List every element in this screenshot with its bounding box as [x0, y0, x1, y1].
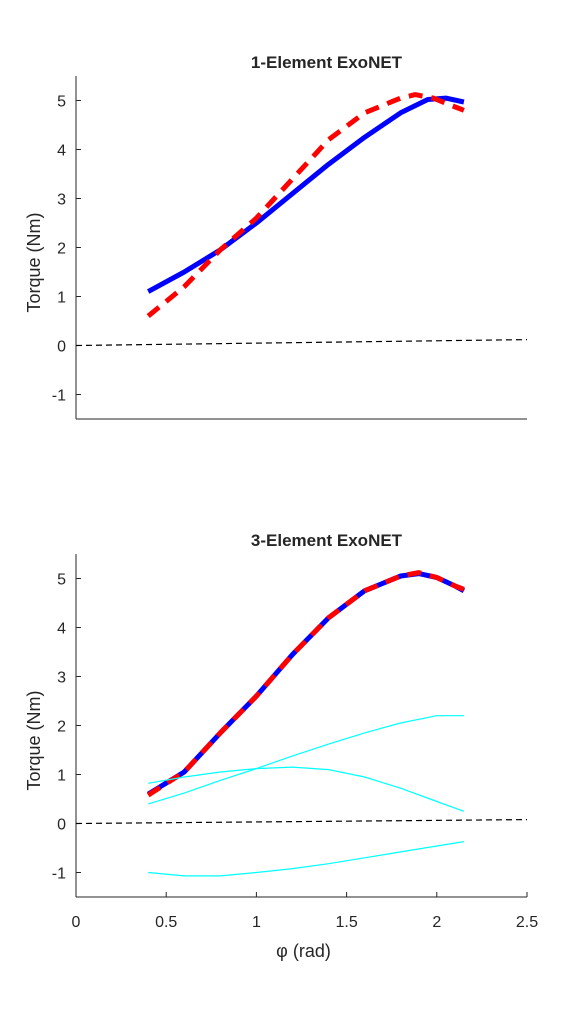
x-tick-label: 1.5	[335, 914, 357, 931]
y-tick-label: 2	[57, 719, 66, 736]
x-tick-label: 0.5	[155, 914, 177, 931]
y-tick-label: 4	[57, 143, 66, 160]
y-tick-label: 4	[57, 621, 66, 638]
y-tick-label: 0	[57, 339, 66, 356]
series-line-3	[148, 715, 464, 805]
y-tick-label: 3	[57, 192, 66, 209]
series-line-5	[148, 841, 464, 877]
y-tick-label: -1	[52, 388, 66, 405]
chart-panel-1: -1 0 1 2 3 4 5 1-Element ExoNET Torque (Nm)	[24, 53, 528, 420]
y-tick-label: 3	[57, 670, 66, 687]
x-tick-label: 2	[432, 914, 441, 931]
y-tick-label: 5	[57, 94, 66, 111]
x-tick-label: 2.5	[516, 914, 538, 931]
y-axis-label: Torque (Nm)	[24, 690, 44, 790]
x-tick-label: 0	[72, 914, 81, 931]
x-tick-label: 1	[252, 914, 261, 931]
series-line-3	[75, 339, 528, 347]
chart-panel-2: -1 0 1 2 3 4 5 0 0.5 1 1.5 2 2.5 3-Element ExoNET Torq…	[24, 531, 538, 961]
chart-title: 1-Element ExoNET	[251, 53, 403, 72]
chart-title: 3-Element ExoNET	[251, 531, 403, 550]
series-line-1	[147, 95, 465, 294]
series-line-2	[146, 570, 465, 798]
y-tick-label: 5	[57, 572, 66, 589]
y-tick-label: 0	[57, 817, 66, 834]
y-tick-label: 2	[57, 241, 66, 258]
x-axis-label: φ (rad)	[276, 941, 331, 961]
series-line-2	[146, 92, 465, 319]
y-tick-label: -1	[52, 866, 66, 883]
y-tick-label: 1	[57, 768, 66, 785]
series-line-6	[75, 819, 528, 825]
y-axis-label: Torque (Nm)	[24, 212, 44, 312]
series-line-4	[148, 766, 465, 812]
y-tick-label: 1	[57, 290, 66, 307]
